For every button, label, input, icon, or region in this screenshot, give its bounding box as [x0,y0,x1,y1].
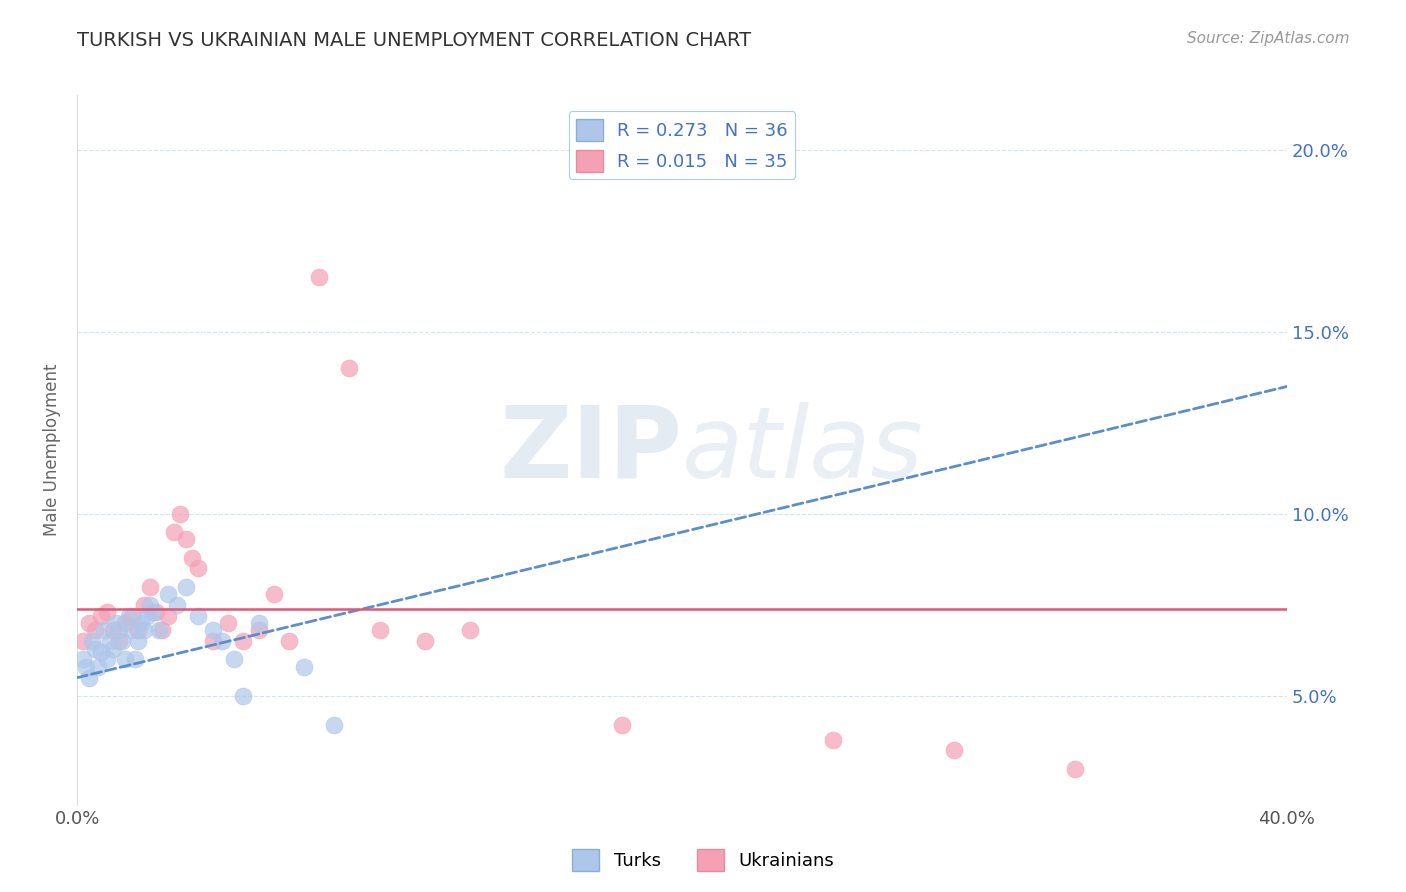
Point [181,550,204,565]
Point [1064,762,1087,776]
Point [138,580,160,594]
Point [84,641,107,656]
Y-axis label: Male Unemployment: Male Unemployment [44,364,60,536]
Point [117,608,139,623]
Point [247,616,270,631]
Point [132,624,155,638]
Point [145,605,167,619]
Point [103,624,125,638]
Point [232,634,254,648]
Text: atlas: atlas [682,401,924,499]
Text: ZIP: ZIP [499,401,682,499]
Point [90,645,112,659]
Point [148,624,170,638]
Point [96,605,118,619]
Point [127,624,149,638]
Point [610,718,633,732]
Point [108,634,131,648]
Point [163,525,186,540]
Point [114,616,136,631]
Point [96,652,118,666]
Point [93,624,115,638]
Legend: R = 0.273   N = 36, R = 0.015   N = 35: R = 0.273 N = 36, R = 0.015 N = 35 [568,112,796,179]
Point [127,634,149,648]
Point [202,624,225,638]
Point [135,608,157,623]
Point [87,659,110,673]
Point [323,718,346,732]
Point [169,507,191,521]
Point [943,743,966,757]
Point [72,634,94,648]
Point [124,652,146,666]
Point [77,616,100,631]
Point [263,587,285,601]
Point [292,659,315,673]
Point [337,361,360,376]
Point [142,605,165,619]
Point [823,732,845,747]
Point [156,587,179,601]
Point [121,624,143,638]
Point [82,634,104,648]
Point [174,533,197,547]
Point [232,689,254,703]
Text: Source: ZipAtlas.com: Source: ZipAtlas.com [1187,31,1350,46]
Point [187,608,209,623]
Point [111,634,134,648]
Point [103,641,125,656]
Point [72,652,94,666]
Point [277,634,299,648]
Point [90,608,112,623]
Point [114,652,136,666]
Point [77,671,100,685]
Point [224,652,246,666]
Point [150,624,173,638]
Point [84,624,107,638]
Point [187,561,209,575]
Point [98,634,121,648]
Point [458,624,481,638]
Text: TURKISH VS UKRAINIAN MALE UNEMPLOYMENT CORRELATION CHART: TURKISH VS UKRAINIAN MALE UNEMPLOYMENT C… [77,31,751,50]
Point [217,616,239,631]
Point [132,598,155,612]
Point [202,634,225,648]
Point [105,616,128,631]
Point [174,580,197,594]
Point [138,598,160,612]
Point [308,270,330,285]
Point [368,624,391,638]
Point [211,634,233,648]
Point [129,616,152,631]
Point [108,624,131,638]
Point [247,624,270,638]
Point [121,608,143,623]
Legend: Turks, Ukrainians: Turks, Ukrainians [565,842,841,879]
Point [75,659,97,673]
Point [413,634,436,648]
Point [156,608,179,623]
Point [166,598,188,612]
